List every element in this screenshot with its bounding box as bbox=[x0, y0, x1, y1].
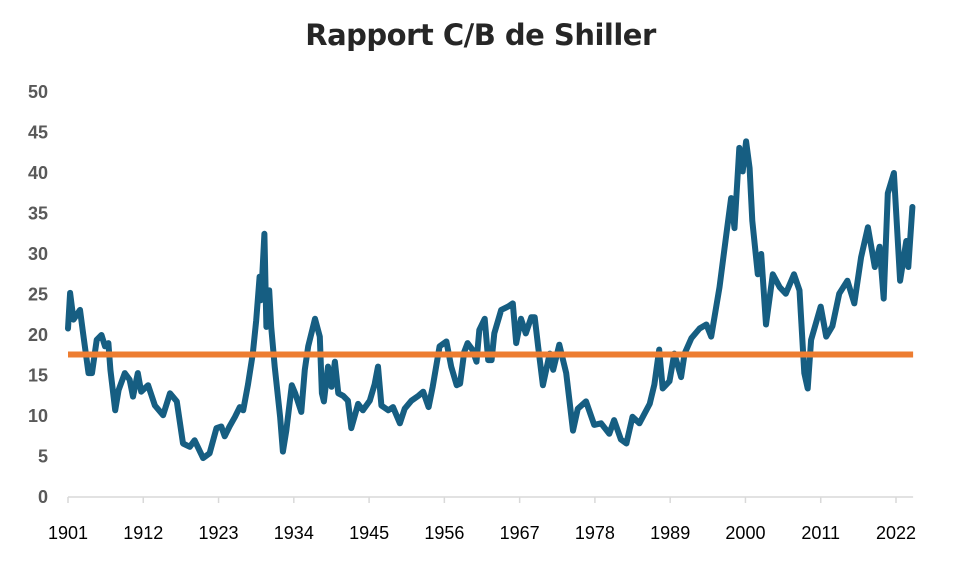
chart-title: Rapport C/B de Shiller bbox=[305, 18, 656, 52]
y-tick-label: 20 bbox=[28, 325, 48, 345]
x-tick-label: 1978 bbox=[575, 523, 615, 543]
y-tick-label: 25 bbox=[28, 285, 48, 305]
x-tick-label: 1901 bbox=[48, 523, 88, 543]
cape-ratio-line bbox=[65, 138, 916, 462]
y-tick-label: 0 bbox=[38, 487, 48, 507]
y-tick-label: 10 bbox=[28, 406, 48, 426]
x-tick-label: 1967 bbox=[500, 523, 540, 543]
x-tick-label: 1912 bbox=[123, 523, 163, 543]
x-tick-label: 2011 bbox=[801, 523, 840, 543]
x-tick-label: 1934 bbox=[274, 523, 314, 543]
y-tick-label: 45 bbox=[28, 123, 48, 143]
y-tick-label: 40 bbox=[28, 163, 48, 183]
x-tick-label: 1945 bbox=[349, 523, 389, 543]
y-tick-label: 35 bbox=[28, 204, 48, 224]
x-tick-label: 2000 bbox=[725, 523, 765, 543]
y-tick-label: 15 bbox=[28, 366, 48, 386]
x-tick-label: 1989 bbox=[650, 523, 690, 543]
y-tick-label: 30 bbox=[28, 244, 48, 264]
x-tick-label: 1956 bbox=[424, 523, 464, 543]
x-tick-label: 1923 bbox=[199, 523, 239, 543]
x-tick-label: 2022 bbox=[876, 523, 916, 543]
y-tick-label: 5 bbox=[38, 447, 48, 467]
y-tick-label: 50 bbox=[28, 82, 48, 102]
